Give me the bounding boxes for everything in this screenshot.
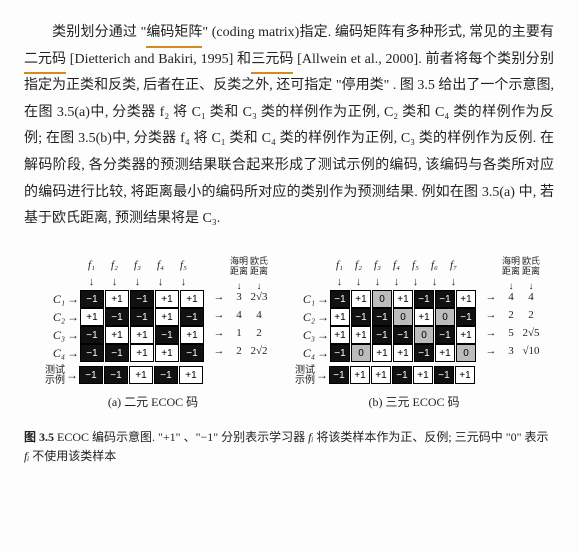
subfigure-b: f₁f₂f₃f₄f₅f₆f₇↓↓↓↓↓↓↓C₁→−1+10+1−1−1+1C₂→… [287,257,541,414]
highlight-binary: 二元码 [24,47,66,74]
subfigure-a: f₁f₂f₃f₄f₅↓↓↓↓↓C₁→−1+1−1+1+1C₂→+1−1−1+1−… [37,257,269,414]
highlight-coding-matrix: 编码矩阵 [146,20,202,47]
figure-3-5: f₁f₂f₃f₄f₅↓↓↓↓↓C₁→−1+1−1+1+1C₂→+1−1−1+1−… [24,257,554,414]
highlight-ternary: 三元码 [251,47,293,74]
figure-caption: 图 3.5 ECOC 编码示意图. "+1" 、"−1" 分别表示学习器 fᵢ … [24,428,554,466]
body-paragraph: 类别划分通过 "编码矩阵" (coding matrix)指定. 编码矩阵有多种… [24,20,554,233]
